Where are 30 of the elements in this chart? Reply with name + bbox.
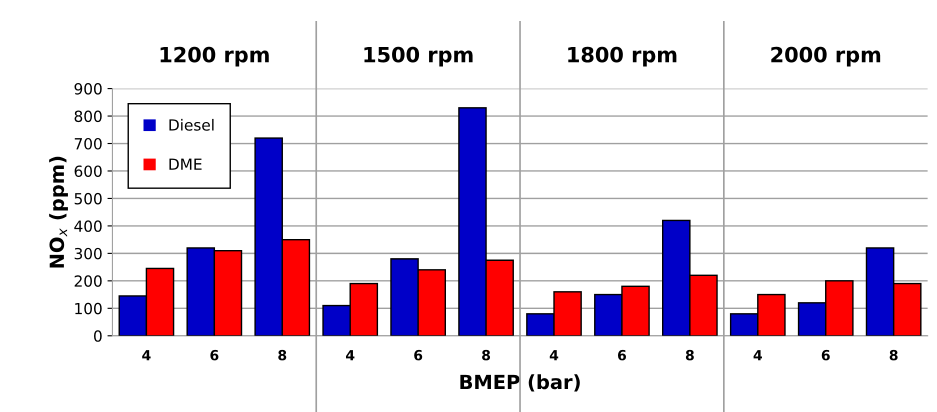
x-tick-label: 8: [278, 350, 286, 360]
x-tick-label: 4: [550, 350, 558, 360]
y-tick-label: 500: [74, 192, 102, 204]
x-tick-label: 6: [822, 350, 830, 360]
text: 1800 rpm: [568, 46, 676, 67]
x-tick-label: 4: [346, 350, 354, 360]
y-tick-label: 400: [74, 220, 102, 232]
y-tick-label: 600: [74, 165, 102, 177]
x-tick-label: 4: [754, 350, 762, 360]
x-tick-label: 6: [618, 350, 626, 360]
y-tick-label: 900: [74, 83, 102, 95]
x-tick-label: 6: [414, 350, 422, 360]
legend-label: DME: [169, 158, 202, 170]
y-axis-title: NO$_{x}$ (ppm): [49, 156, 68, 268]
text: 2000 rpm: [771, 46, 880, 67]
x-tick-label: 8: [482, 350, 490, 360]
y-tick-label: 0: [94, 330, 102, 342]
x-tick-label: 6: [210, 350, 218, 360]
text: 1200 rpm: [160, 46, 269, 67]
x-tick-label: 4: [142, 350, 151, 360]
y-tick-label: 100: [75, 302, 102, 314]
text: 1500 rpm: [364, 46, 473, 67]
y-tick-label: 800: [74, 110, 102, 122]
x-axis-title: BMEP (bar): [460, 374, 580, 392]
y-tick-label: 300: [74, 248, 102, 260]
y-tick-label: 200: [74, 275, 102, 287]
y-tick-label: 700: [74, 138, 102, 150]
x-tick-label: 8: [890, 350, 898, 360]
x-tick-label: 8: [686, 350, 694, 360]
legend-label: Diesel: [169, 118, 214, 131]
